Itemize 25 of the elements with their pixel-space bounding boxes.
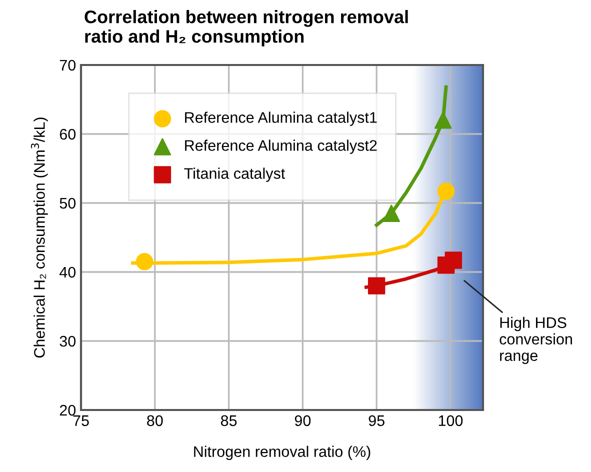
x-tick-label: 90 — [294, 415, 311, 426]
legend-label: Titania catalyst — [184, 168, 286, 182]
y-tick-label: 40 — [60, 266, 76, 278]
point — [382, 204, 400, 222]
y-tick-label: 20 — [60, 404, 76, 416]
point — [136, 253, 154, 270]
y-axis-title: Chemical H₂ consumption (Nm$^{3}$/kL) — [30, 118, 48, 358]
y-tick-label: 70 — [60, 60, 76, 71]
x-axis-title: Nitrogen removal ratio (%) — [194, 446, 370, 460]
point — [368, 277, 386, 294]
band-label: High HDS conversion range — [500, 316, 572, 364]
y-tick-label: 60 — [60, 128, 76, 140]
x-tick-label: 100 — [438, 415, 463, 426]
point — [437, 182, 455, 200]
x-tick-label: 75 — [73, 415, 89, 426]
point — [434, 112, 452, 129]
point — [444, 252, 462, 269]
y-tick-label: 30 — [60, 336, 76, 347]
x-tick-label: 80 — [147, 415, 163, 426]
x-tick-label: 85 — [220, 415, 237, 426]
chart-title: Correlation between nitrogen removal ratio and H₂ consumption — [84, 10, 408, 46]
legend-label: Reference Alumina catalyst2 — [185, 140, 377, 154]
x-tick-label: 95 — [368, 415, 384, 426]
y-tick-label: 50 — [60, 198, 76, 209]
legend-label: Reference Alumina catalyst1 — [185, 112, 377, 126]
